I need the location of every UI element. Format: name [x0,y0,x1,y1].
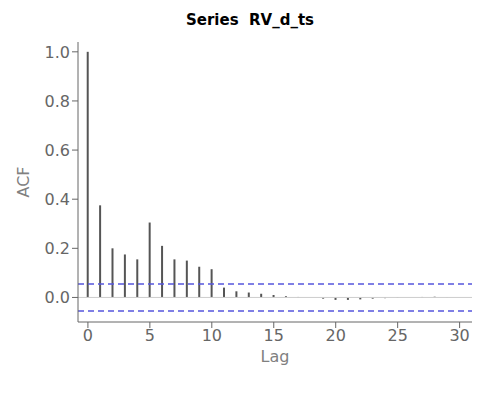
svg-text:20: 20 [326,326,346,345]
html-text:Series RV_d_ts: Series RV_d_ts [186,11,314,29]
svg-text:0: 0 [83,326,93,345]
svg-text:Lag: Lag [261,347,290,366]
svg-text:25: 25 [387,326,407,345]
svg-text:30: 30 [449,326,469,345]
svg-text:5: 5 [145,326,155,345]
svg-text:15: 15 [264,326,284,345]
svg-text:0.2: 0.2 [45,239,70,258]
svg-text:0.8: 0.8 [45,92,70,111]
svg-text:1.0: 1.0 [45,43,70,62]
svg-text:0.6: 0.6 [45,141,70,160]
svg-text:0.4: 0.4 [45,190,70,209]
svg-text:10: 10 [202,326,222,345]
svg-text:ACF: ACF [14,166,33,197]
svg-text:0.0: 0.0 [45,288,70,307]
